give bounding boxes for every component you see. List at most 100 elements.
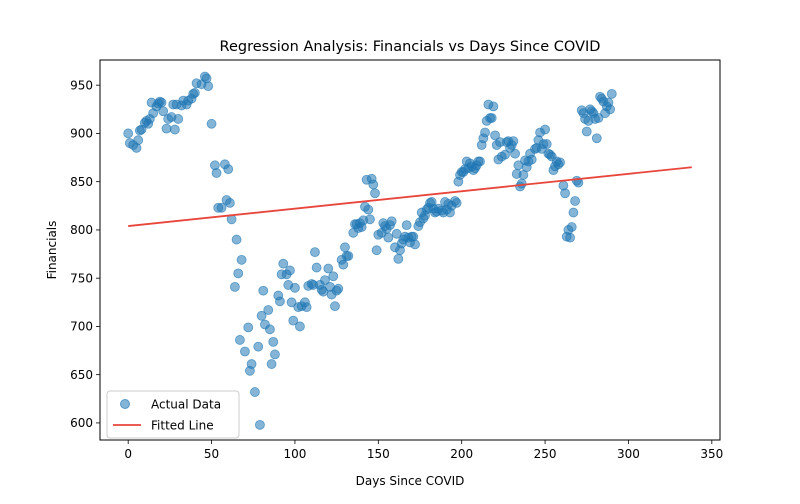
data-point	[256, 310, 267, 321]
data-point	[343, 251, 354, 261]
data-point	[236, 254, 247, 265]
data-point	[158, 106, 169, 117]
data-point	[230, 281, 240, 292]
chart-title: Regression Analysis: Financials vs Days …	[220, 39, 601, 55]
data-point	[265, 324, 275, 335]
data-point	[568, 207, 579, 218]
data-point	[370, 188, 380, 199]
data-point	[565, 232, 575, 243]
data-point	[286, 297, 297, 308]
data-point	[393, 253, 404, 264]
data-point	[410, 239, 420, 250]
data-point	[480, 127, 490, 138]
data-point	[606, 88, 617, 99]
data-point	[593, 113, 604, 123]
data-point	[285, 265, 295, 276]
y-tick-label: 600	[70, 416, 93, 430]
data-point	[338, 259, 349, 270]
data-point	[488, 101, 499, 112]
data-point	[540, 124, 550, 135]
data-point	[224, 198, 235, 208]
data-point	[340, 242, 350, 253]
data-point	[233, 268, 244, 279]
y-tick-label: 750	[70, 271, 93, 285]
data-point	[295, 321, 305, 332]
data-point	[365, 214, 375, 225]
data-point	[231, 234, 242, 245]
data-point	[301, 302, 312, 313]
data-point	[363, 204, 374, 215]
plot-frame	[99, 59, 721, 441]
data-point	[133, 135, 144, 146]
data-point	[401, 220, 412, 231]
data-point	[266, 359, 277, 369]
data-point	[508, 136, 519, 147]
data-point	[275, 296, 285, 307]
data-point	[250, 387, 260, 397]
legend-label-actual-data: Actual Data	[151, 398, 221, 412]
data-point	[510, 148, 520, 159]
data-point	[386, 216, 397, 227]
data-point	[253, 341, 264, 352]
data-point	[258, 285, 269, 296]
legend-box	[106, 390, 240, 439]
data-point	[211, 168, 222, 178]
data-point	[235, 335, 245, 345]
data-point	[516, 178, 527, 189]
legend: Actual Data Fitted Line	[106, 390, 240, 439]
data-point	[156, 97, 167, 108]
data-point	[328, 271, 339, 282]
data-point	[368, 179, 379, 190]
data-point	[169, 124, 180, 135]
data-point	[173, 114, 184, 124]
data-point	[161, 123, 172, 134]
x-axis: 0 50 100 150 200 250 300 350	[124, 440, 723, 461]
data-point	[566, 222, 577, 232]
y-axis: 600 650 700 750 800 850 900 950	[70, 78, 100, 430]
data-point	[526, 154, 537, 165]
data-point	[263, 305, 274, 315]
data-point	[486, 113, 497, 123]
data-point	[500, 149, 510, 160]
data-point	[243, 322, 254, 333]
data-point	[330, 301, 340, 312]
data-point	[605, 104, 616, 115]
x-axis-label: Days Since COVID	[356, 474, 465, 488]
data-point	[371, 245, 382, 256]
x-tick-label: 0	[124, 447, 132, 461]
x-tick-label: 250	[534, 447, 557, 461]
data-point	[570, 196, 580, 206]
data-point	[206, 118, 217, 129]
data-point	[216, 202, 227, 213]
data-point	[290, 282, 300, 293]
fitted-line	[128, 166, 692, 227]
x-tick-label: 150	[367, 447, 390, 461]
data-point	[591, 133, 602, 144]
data-point	[240, 346, 250, 357]
x-tick-label: 350	[700, 447, 723, 461]
x-tick-label: 300	[617, 447, 640, 461]
data-point	[288, 315, 299, 326]
data-point	[451, 198, 462, 208]
data-point	[223, 164, 234, 175]
data-point	[246, 359, 257, 369]
data-point	[541, 139, 552, 149]
y-tick-label: 700	[70, 320, 93, 334]
data-point	[320, 275, 330, 286]
data-point	[310, 247, 320, 258]
plot-area	[123, 71, 692, 430]
y-tick-label: 950	[70, 78, 93, 92]
x-tick-label: 50	[204, 447, 219, 461]
x-tick-label: 100	[283, 447, 306, 461]
data-point	[383, 232, 394, 243]
y-axis-label: Financials	[45, 221, 59, 280]
y-tick-label: 900	[70, 127, 93, 141]
data-point	[123, 128, 134, 139]
data-point	[490, 130, 500, 141]
data-point	[555, 157, 565, 168]
y-tick-label: 650	[70, 368, 93, 382]
legend-label-fitted-line: Fitted Line	[151, 419, 214, 433]
data-point	[323, 263, 334, 274]
